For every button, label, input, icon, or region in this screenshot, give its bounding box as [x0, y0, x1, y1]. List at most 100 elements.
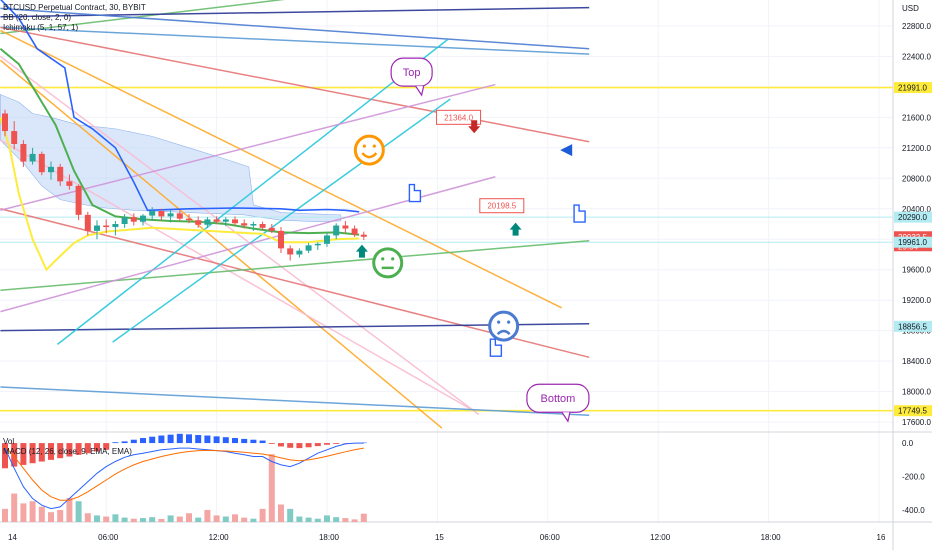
candle-body [287, 248, 294, 255]
smiley-happy-icon [353, 134, 385, 166]
smiley-mouth [361, 152, 378, 159]
macd-pane [2, 433, 367, 522]
drawing-annotations[interactable]: Top Bottom 21364.0 20198.5 [353, 57, 590, 423]
volume-bar [324, 515, 330, 522]
price-tick-label: 22400.0 [902, 52, 931, 61]
volume-bar [195, 517, 202, 522]
volume-bar [314, 518, 321, 522]
price-tick-label: 21600.0 [902, 113, 931, 122]
volume-bar [342, 518, 349, 522]
volume-bar [75, 501, 82, 522]
price-label-box [436, 109, 482, 125]
time-axis[interactable]: 14 06:00 12:00 18:00 15 06:00 12:00 18:00 16 [8, 533, 886, 542]
volume-bar [11, 493, 18, 522]
smiley-eye [391, 257, 395, 261]
volume-bar [158, 518, 165, 522]
smiley-mouth [496, 329, 511, 336]
candle-body [222, 219, 229, 222]
price-label-text: 21364.0 [444, 113, 473, 122]
volume-bar [232, 514, 238, 522]
smiley-sad-icon [488, 310, 520, 342]
macd-histogram-bar [314, 443, 321, 447]
candle-body [48, 166, 54, 173]
horizontal-levels [0, 86, 893, 412]
smiley-eye [507, 320, 511, 324]
macd-histogram-bar [94, 443, 100, 452]
volume-bar [130, 518, 137, 522]
volume-bar [57, 509, 64, 522]
macd-histogram-bar [324, 443, 330, 445]
macd-histogram-bar [20, 443, 27, 465]
volume-bar [176, 516, 183, 522]
candle-body [250, 224, 257, 226]
volume-bar [305, 517, 312, 522]
volume-bar [259, 508, 266, 522]
macd-histogram-bar [38, 443, 45, 462]
candle-body [11, 131, 18, 144]
bb-indicator-label[interactable]: BB (20, close, 2, 0) [3, 13, 72, 22]
signal-line [4, 446, 364, 501]
price-tag-text: 20290.0 [898, 213, 927, 222]
volume-indicator-label[interactable]: Vol [3, 437, 15, 446]
volume-bar [2, 508, 8, 522]
trendline [0, 26, 590, 55]
arrow-left-icon [560, 144, 573, 157]
candle-body [186, 218, 192, 221]
macd-histogram-bar [75, 443, 82, 455]
price-tag-text: 18856.5 [898, 322, 927, 331]
candle-body [84, 214, 91, 231]
candle-body [278, 230, 284, 249]
volume-bar [167, 515, 174, 522]
macd-histogram-bar [130, 439, 137, 444]
macd-histogram-bar [11, 443, 18, 467]
arrow-up-icon [355, 244, 368, 258]
volume-bar [186, 513, 192, 522]
candle-body [130, 217, 137, 222]
macd-histogram-bar [66, 443, 73, 457]
price-label-text: 20198.5 [487, 202, 516, 211]
price-tag-text: 17749.5 [898, 407, 927, 416]
time-tick-label: 14 [8, 533, 17, 542]
candle-body [66, 181, 73, 186]
volume-bar [121, 517, 128, 522]
macd-histogram-bar [2, 443, 8, 469]
candle-body [94, 225, 100, 231]
price-tick-label: 20800.0 [902, 174, 931, 183]
candle-body [213, 219, 220, 222]
callout-tail [415, 85, 425, 97]
volume-bar [250, 518, 257, 522]
macd-histogram-bar [167, 434, 174, 444]
volume-bar [103, 516, 110, 522]
macd-histogram-bar [57, 443, 64, 459]
time-tick-label: 15 [435, 533, 444, 542]
trendline [0, 7, 590, 50]
candle-body [2, 113, 8, 132]
macd-histogram-bar [195, 435, 202, 444]
trendline [56, 39, 448, 345]
candle-body [121, 217, 128, 224]
candle-body [324, 235, 330, 244]
price-tick-label: 18400.0 [902, 357, 931, 366]
macd-histogram-bar [204, 435, 211, 444]
candle-body [167, 213, 174, 217]
candle-body [158, 211, 165, 217]
macd-histogram-bar [268, 443, 275, 444]
candle-body [241, 223, 248, 226]
time-tick-label: 06:00 [98, 533, 119, 542]
volume-bar [38, 506, 45, 522]
callout-bubble [390, 57, 433, 87]
macd-indicator-label[interactable]: MACD (12, 26, close, 9, EMA, EMA) [3, 447, 132, 456]
macd-histogram-bar [287, 443, 294, 448]
ichimoku-indicator-label[interactable]: Ichimoku (5, 1, 57, 1) [3, 23, 79, 32]
symbol-title[interactable]: BTCUSD Perpetual Contract, 30, BYBIT [3, 3, 146, 12]
macd-histogram-bar [29, 443, 36, 464]
callout-bubble [526, 383, 590, 413]
macd-tick-label: -200.0 [902, 473, 925, 482]
price-tick-label: 19600.0 [902, 266, 931, 275]
candle-body [103, 225, 110, 228]
volume-bar [351, 519, 358, 522]
arrow-down-icon [468, 120, 481, 134]
